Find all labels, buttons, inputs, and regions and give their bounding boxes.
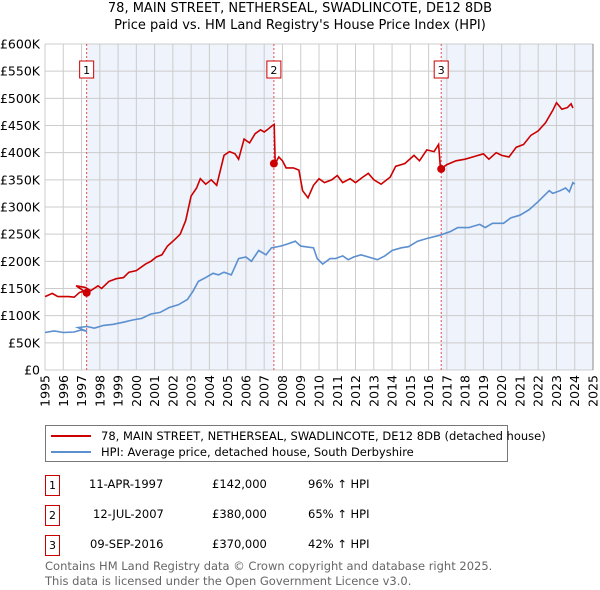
sale-label-box <box>79 60 95 79</box>
x-tick-label: 1997 <box>74 375 89 407</box>
transaction-row: 3 09-SEP-2016 £370,000 42% ↑ HPI <box>45 535 545 556</box>
chart-area: £0 £50K £100K £150K £200K £250K £300K £350K £400… <box>0 37 600 407</box>
x-tick-label: 2000 <box>129 375 144 407</box>
legend-line-blue <box>51 451 91 453</box>
transaction-hpi: 42% ↑ HPI <box>308 537 370 551</box>
marker-badge: 1 <box>45 475 60 496</box>
legend: 78, MAIN STREET, NETHERSEAL, SWADLINCOTE… <box>45 425 546 462</box>
property-series-line <box>44 101 574 299</box>
x-tick-label: 2009 <box>293 375 308 407</box>
legend-item-property: 78, MAIN STREET, NETHERSEAL, SWADLINCOTE… <box>51 428 546 444</box>
sale-point <box>269 159 278 168</box>
chart-title: 78, MAIN STREET, NETHERSEAL, SWADLINCOTE… <box>107 1 493 16</box>
y-tick-label: £450K <box>0 118 41 133</box>
x-tick-label: 2003 <box>184 375 199 407</box>
x-tick-label: 2023 <box>549 375 564 407</box>
y-tick-label: £250K <box>0 227 41 242</box>
sale-label: 1 <box>83 64 90 77</box>
x-tick-label: 1998 <box>92 375 107 407</box>
sale-point <box>437 164 446 173</box>
sale-point <box>82 288 91 297</box>
y-tick-label: £600K <box>0 37 41 52</box>
transaction-hpi: 96% ↑ HPI <box>308 477 370 491</box>
x-tick-label: 2012 <box>348 375 363 407</box>
sale-label: 2 <box>270 64 277 77</box>
y-tick-label: £200K <box>0 254 41 269</box>
y-tick-label: £500K <box>0 91 41 106</box>
x-tick-label: 2010 <box>312 375 327 407</box>
x-tick-label: 2017 <box>439 375 454 407</box>
x-tick-label: 2014 <box>385 375 400 407</box>
transaction-date: 12-JUL-2007 <box>93 507 164 521</box>
y-tick-label: £350K <box>0 172 41 187</box>
x-tick-label: 2011 <box>330 375 345 407</box>
x-tick-label: 2008 <box>275 375 290 407</box>
x-tick-label: 2024 <box>567 375 582 407</box>
footer-licence: This data is licensed under the Open Gov… <box>45 574 412 588</box>
x-tick-label: 1999 <box>111 375 126 407</box>
x-tick-label: 2019 <box>476 375 491 407</box>
x-tick-label: 2001 <box>147 375 162 407</box>
transaction-date: 11-APR-1997 <box>89 477 164 491</box>
x-tick-label: 2025 <box>586 375 600 407</box>
x-tick-label: 2022 <box>531 375 546 407</box>
marker-badge: 3 <box>45 535 60 556</box>
transaction-row: 1 11-APR-1997 £142,000 96% ↑ HPI <box>45 475 545 496</box>
x-tick-label: 2015 <box>403 375 418 407</box>
sale-label-box <box>266 60 282 79</box>
y-tick-label: £0 <box>24 363 40 378</box>
x-tick-label: 2016 <box>421 375 436 407</box>
transaction-hpi: 65% ↑ HPI <box>308 507 370 521</box>
marker-badge: 2 <box>45 505 60 526</box>
y-tick-label: £50K <box>8 335 41 350</box>
y-tick-label: £100K <box>0 308 41 323</box>
transaction-price: £370,000 <box>212 537 267 551</box>
transaction-price: £380,000 <box>212 507 267 521</box>
legend-label-hpi: HPI: Average price, detached house, Sout… <box>101 445 414 459</box>
x-tick-label: 2005 <box>220 375 235 407</box>
chart-subtitle: Price paid vs. HM Land Registry's House … <box>114 18 486 33</box>
y-tick-label: £550K <box>0 64 41 79</box>
x-tick-label: 2002 <box>165 375 180 407</box>
transaction-date: 09-SEP-2016 <box>90 537 164 551</box>
hpi-series-line <box>44 181 576 334</box>
x-tick-label: 2013 <box>366 375 381 407</box>
y-tick-label: £400K <box>0 145 41 160</box>
x-tick-label: 2018 <box>458 375 473 407</box>
legend-item-hpi: HPI: Average price, detached house, Sout… <box>51 444 414 460</box>
x-tick-label: 2006 <box>238 375 253 407</box>
transaction-row: 2 12-JUL-2007 £380,000 65% ↑ HPI <box>45 505 545 526</box>
legend-label-property: 78, MAIN STREET, NETHERSEAL, SWADLINCOTE… <box>101 429 546 443</box>
transaction-price: £142,000 <box>212 477 267 491</box>
sale-label-box <box>433 60 449 79</box>
footer-copyright: Contains HM Land Registry data © Crown c… <box>45 559 493 573</box>
x-tick-label: 1995 <box>38 375 53 407</box>
x-tick-label: 2020 <box>494 375 509 407</box>
y-tick-label: £150K <box>0 281 41 296</box>
y-tick-label: £300K <box>0 200 41 215</box>
x-tick-label: 2004 <box>202 375 217 407</box>
sale-label: 3 <box>438 64 445 77</box>
legend-line-red <box>51 435 91 437</box>
x-tick-label: 2021 <box>512 375 527 407</box>
x-tick-label: 1996 <box>56 375 71 407</box>
x-tick-label: 2007 <box>257 375 272 407</box>
